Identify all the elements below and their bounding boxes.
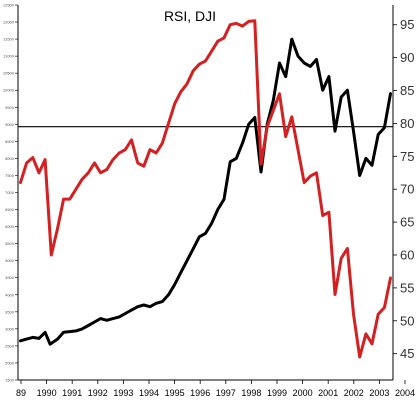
left-tick-label: 7000	[5, 190, 15, 195]
right-tick-label: 45	[400, 346, 414, 361]
left-tick-label: 8500	[5, 139, 15, 144]
left-tick-label: 7500	[5, 173, 15, 178]
x-tick-label: 89	[16, 388, 26, 398]
x-tick-label: 1990	[37, 388, 57, 398]
right-axis: 45 50 55 60 65 70 75 80 85 90 95	[392, 5, 414, 380]
series-layer	[19, 19, 392, 359]
left-tick-label: 12000	[3, 20, 15, 25]
right-tick-label: 80	[400, 116, 414, 131]
left-tick-label: 9000	[5, 122, 15, 127]
left-tick-label: 8000	[5, 156, 15, 161]
x-tick-label: 1998	[241, 388, 261, 398]
right-tick-label: 65	[400, 215, 414, 230]
x-tick-label: 2003	[369, 388, 389, 398]
left-tick-label: 6000	[5, 224, 15, 229]
left-tick-label: 3000	[5, 326, 15, 331]
left-tick-label: 10000	[3, 88, 15, 93]
right-tick-label: 85	[400, 83, 414, 98]
left-tick-label: 10500	[3, 71, 15, 76]
rsi-line	[19, 19, 392, 359]
left-tick-label: 5000	[5, 258, 15, 263]
x-axis: 89 1990 1991 1992 1993 1994 1995 1996 1997 1998 19…	[16, 379, 415, 398]
right-tick-label: 90	[400, 50, 414, 65]
x-tick-label: 1995	[165, 388, 185, 398]
left-tick-label: 3500	[5, 309, 15, 314]
left-tick-label: 2000	[5, 360, 15, 365]
left-tick-label: 6500	[5, 207, 15, 212]
left-tick-label: 1500	[5, 378, 15, 383]
x-tick-label: 2001	[318, 388, 338, 398]
x-tick-label: 1999	[267, 388, 287, 398]
left-tick-label: 9500	[5, 105, 15, 110]
right-tick-label: 55	[400, 280, 414, 295]
x-tick-label: 1996	[190, 388, 210, 398]
chart-title: RSI, DJI	[164, 8, 216, 24]
x-tick-label: 2002	[344, 388, 364, 398]
dji-price-line	[19, 37, 392, 346]
x-tick-label: 1992	[88, 388, 108, 398]
left-axis: 1500 2000 2500 3000 3500 4000 4500 5000 5500 6000…	[3, 3, 19, 383]
x-tick-label: 1991	[62, 388, 82, 398]
left-tick-label: 4500	[5, 275, 15, 280]
x-tick-label: 2004	[395, 388, 415, 398]
right-tick-label: 70	[400, 182, 414, 197]
x-tick-label: 1997	[216, 388, 236, 398]
right-tick-label: 75	[400, 149, 414, 164]
left-tick-label: 5500	[5, 241, 15, 246]
right-tick-label: 60	[400, 248, 414, 263]
left-tick-label: 2500	[5, 343, 15, 348]
x-tick-label: 1994	[139, 388, 159, 398]
right-tick-label: 95	[400, 17, 414, 32]
left-tick-label: 12500	[3, 3, 15, 8]
x-tick-label: 1993	[113, 388, 133, 398]
left-tick-label: 4000	[5, 292, 15, 297]
x-tick-label: 2000	[293, 388, 313, 398]
left-tick-label: 11500	[3, 37, 15, 42]
right-tick-label: 50	[400, 313, 414, 328]
left-tick-label: 11000	[3, 54, 15, 59]
